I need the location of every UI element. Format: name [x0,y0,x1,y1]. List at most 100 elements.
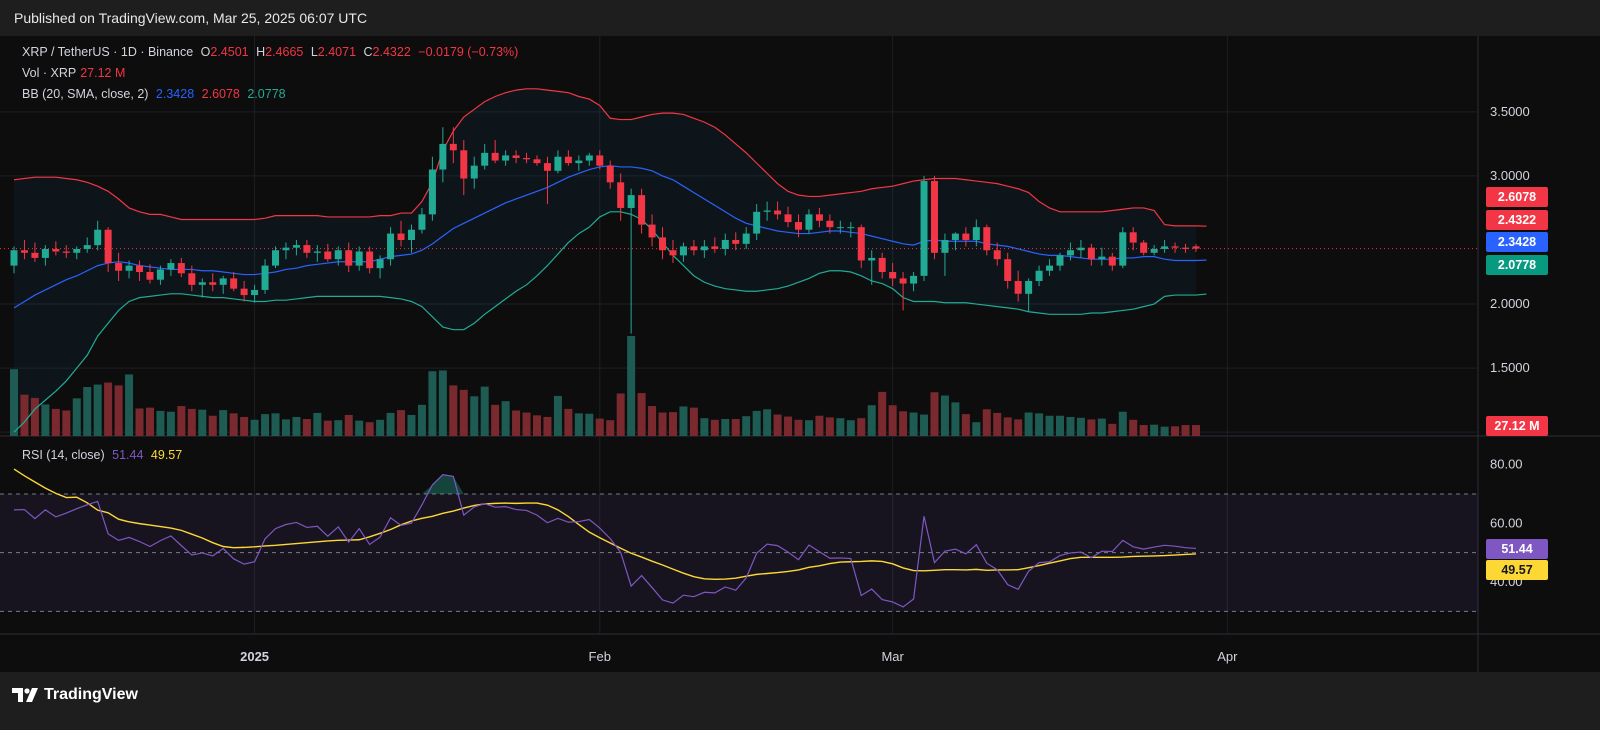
candle-body [795,222,802,230]
candle-body [272,250,279,266]
volume-bar [763,409,772,436]
rsi-ma-line [13,468,1197,581]
tradingview-logo[interactable]: TradingView [12,686,138,704]
candle-body [282,247,290,251]
chart-area[interactable]: 3.50003.00002.00001.50001.000080.0060.00… [0,36,1600,672]
candle-body [1025,280,1033,294]
volume-bar [731,418,740,436]
volume-bar [72,398,81,436]
volume-bar [564,408,573,436]
volume-bar [219,410,228,436]
volume-bar [1087,419,1096,436]
price-pane-bg [0,36,1478,436]
symbol-legend: XRP / TetherUS · 1D · Binance O2.4501 H2… [22,45,519,59]
close-price-tag: 2.4322 [1486,210,1548,230]
candle-body [502,155,510,161]
rsi-tick-label: 60.00 [1490,515,1523,530]
volume-bar [323,420,332,436]
candle-body [1014,280,1022,294]
volume-bar [616,393,625,436]
volume-bar [533,415,541,436]
candle-body [627,195,635,208]
chart-canvas[interactable]: 3.50003.00002.00001.50001.000080.0060.00… [0,36,1600,672]
candle-body [125,265,133,271]
price-tick-label: 2.0000 [1490,296,1530,311]
volume-bar [240,416,249,436]
volume-bar [417,404,426,436]
candle-body [1129,232,1137,243]
brand-text: TradingView [44,686,138,703]
candle-body [230,278,238,289]
candle-body [784,214,792,223]
volume-bar [794,419,803,436]
volume-bar [909,412,918,436]
volume-bar [386,412,395,436]
candle-body [815,214,823,221]
candle-body [523,157,531,160]
volume-bar [1024,412,1033,436]
candle-body [941,239,949,253]
volume-bar [302,418,311,436]
price-tick-label: 1.5000 [1490,360,1530,375]
candle-body [439,143,447,170]
candle-body [146,272,154,280]
candle-body [387,233,395,260]
volume-bar [700,418,709,436]
volume-bar [940,395,949,436]
volume-bar [815,415,824,436]
volume-bar [407,414,416,436]
volume-bar [595,418,604,436]
candle-body [1150,248,1158,253]
volume-bar [470,396,479,436]
candle-body [324,251,332,260]
volume-bar [606,420,615,436]
volume-bar [491,404,500,436]
candle-body [449,143,457,151]
candle-body [209,282,217,285]
candle-body [962,233,970,240]
volume-bar [721,418,730,436]
volume-bar [878,391,887,436]
volume-bar [1118,411,1127,436]
volume-bar [553,395,562,436]
volume-bar [1097,418,1106,436]
candle-body [1098,256,1106,260]
volume-bar [752,410,761,436]
volume-bar [187,408,196,436]
volume-bar [1076,417,1085,436]
volume-bar [93,384,102,436]
volume-bar [145,407,154,436]
candle-body [826,220,834,228]
volume-bar [166,411,175,436]
volume-bar [784,416,793,436]
volume-bar [1129,419,1138,436]
candle-body [690,246,698,251]
volume-bar [480,386,489,436]
rsi-overbought-fill [14,474,1196,494]
candle-body [1108,256,1116,266]
candle-body [167,263,175,270]
candle-body [188,273,196,285]
rsi-ma-tag: 49.57 [1486,560,1548,580]
time-tick-label: 2025 [240,649,269,664]
volume-bar [1150,424,1159,436]
volume-bar [961,414,970,436]
rsi-tick-label: 80.00 [1490,457,1523,472]
candle-body [334,250,342,260]
volume-bar [135,408,144,436]
basis-tag: 2.3428 [1486,232,1548,252]
candle-body [972,227,980,240]
candle-body [41,248,49,258]
volume-bar [177,406,186,436]
volume-bar [229,413,238,436]
volume-bar [1056,415,1064,436]
candle-body [1066,250,1074,256]
publish-header: Published on TradingView.com, Mar 25, 20… [0,0,1600,36]
candle-body [428,169,436,215]
volume-bar [1014,419,1023,436]
candle-body [345,250,353,266]
candle-body [94,229,102,246]
time-tick-label: Apr [1217,649,1238,664]
time-tick-label: Feb [589,649,611,664]
volume-bar [292,416,301,436]
